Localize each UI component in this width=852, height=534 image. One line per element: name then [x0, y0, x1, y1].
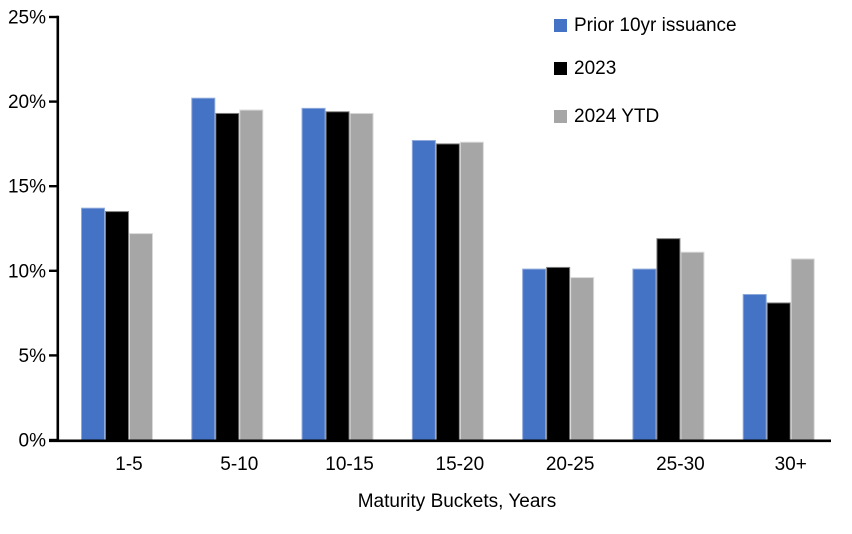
x-axis-title: Maturity Buckets, Years [358, 491, 557, 512]
x-tick-label: 10-15 [325, 454, 374, 475]
bar-15-20-series-0 [411, 140, 436, 441]
y-tick-label: 25% [8, 8, 46, 29]
legend-item: 2024 YTD [554, 103, 659, 129]
bar-10-15-series-0 [301, 107, 326, 441]
legend-marker-icon [554, 109, 567, 123]
bar-30+-series-2 [790, 258, 815, 441]
y-tick-label: 10% [8, 261, 46, 282]
x-tick-label: 30+ [775, 454, 807, 475]
bar-5-10-series-1 [215, 112, 240, 441]
bar-15-20-series-1 [435, 143, 460, 441]
y-tick-label: 0% [19, 431, 47, 452]
legend-marker-icon [554, 18, 567, 32]
x-tick-label: 1-5 [115, 454, 142, 475]
bar-10-15-series-2 [349, 112, 374, 441]
bars: 1-5 5-10 10-15 15-20 20-25 25-30 30+ [81, 97, 815, 475]
y-axis: 0% 5% 10% 15% 20% 25% [8, 8, 60, 452]
legend-label: Prior 10yr issuance [574, 14, 737, 36]
bar-30+-series-0 [742, 293, 767, 441]
legend-label: 2024 YTD [574, 105, 660, 127]
bar-5-10-series-2 [239, 109, 264, 441]
legend-item: 2023 [554, 55, 616, 81]
bar-30+-series-1 [766, 302, 791, 441]
bar-25-30-series-2 [680, 251, 705, 441]
x-tick-label: 25-30 [656, 454, 705, 475]
bar-20-25-series-2 [570, 277, 595, 441]
bar-1-5-series-0 [81, 207, 105, 441]
bar-10-15-series-1 [325, 111, 350, 441]
bar-1-5-series-1 [105, 211, 129, 441]
x-tick-label: 20-25 [546, 454, 595, 475]
bar-5-10-series-0 [191, 97, 216, 441]
y-tick-label: 5% [19, 346, 47, 367]
bar-25-30-series-1 [656, 238, 681, 441]
legend-item: Prior 10yr issuance [554, 12, 737, 38]
x-tick-label: 5-10 [220, 454, 258, 475]
legend-marker-icon [554, 61, 567, 75]
bar-20-25-series-1 [546, 266, 571, 441]
x-tick-label: 15-20 [436, 454, 485, 475]
bar-1-5-series-2 [129, 233, 153, 441]
y-tick-label: 15% [8, 177, 46, 198]
bar-20-25-series-0 [522, 268, 547, 441]
y-tick-label: 20% [8, 92, 46, 113]
bar-25-30-series-0 [632, 268, 657, 441]
legend-label: 2023 [574, 57, 617, 79]
bar-15-20-series-2 [459, 141, 484, 441]
